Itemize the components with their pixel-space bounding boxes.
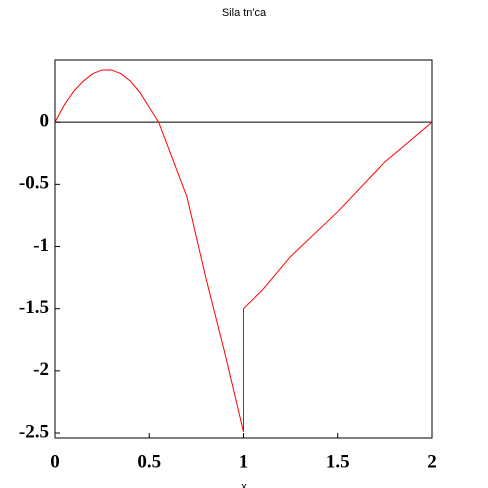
x-axis-label: x (241, 481, 247, 488)
x-tick-label: 1 (239, 451, 249, 472)
x-tick-label: 2 (427, 451, 437, 472)
x-tick-label: 0 (50, 451, 60, 472)
y-tick-label: -2 (33, 359, 49, 380)
x-tick-label: 0.5 (137, 451, 161, 472)
data-line (54, 69, 433, 432)
x-tick-label: 1.5 (326, 451, 350, 472)
y-tick-label: -2.5 (19, 421, 49, 442)
y-tick-label: -0.5 (19, 173, 49, 194)
y-tick-label: 0 (40, 111, 50, 132)
y-tick-label: -1 (33, 235, 49, 256)
y-tick-label: -1.5 (19, 297, 49, 318)
chart-title: Sila tn'ca (222, 7, 267, 19)
